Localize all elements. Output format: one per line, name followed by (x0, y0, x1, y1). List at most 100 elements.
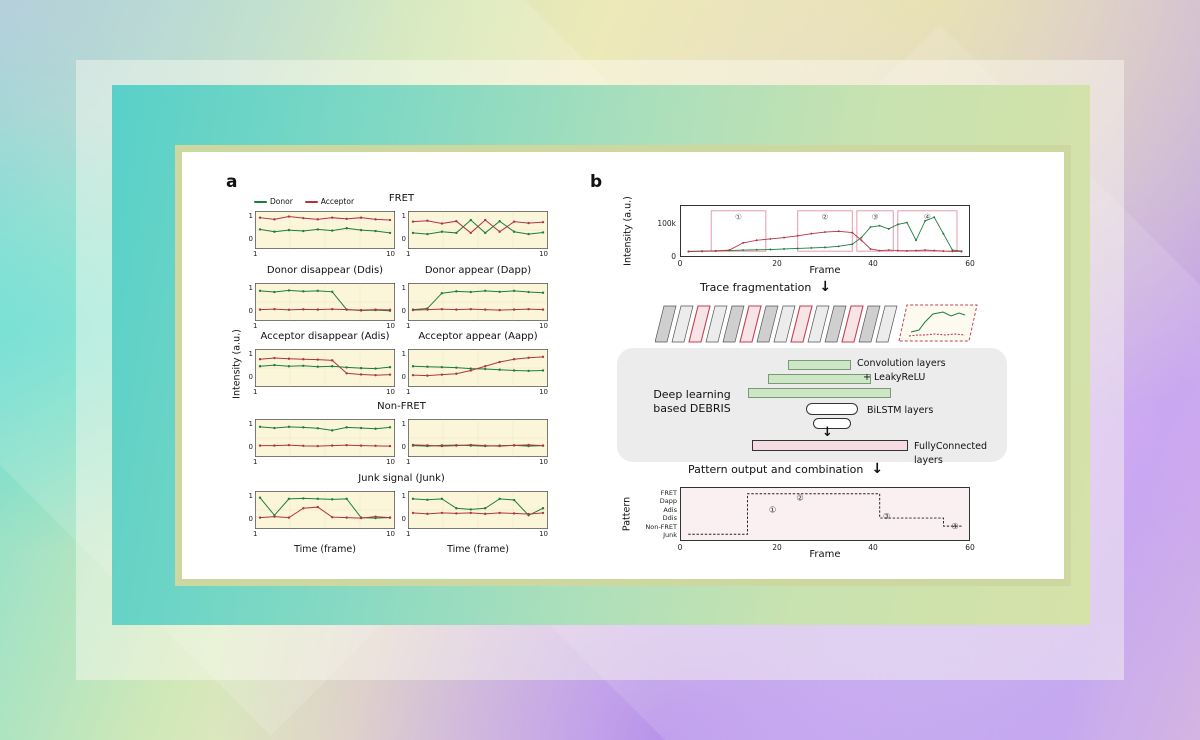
panel-b: b Intensity (a.u.) 100k 0 ① ② ③ ④ 0 20 40 6… (582, 152, 1078, 593)
deep-learning-box: Deep learning based DEBRIS Convolution l… (617, 348, 1007, 466)
trace-x-axis-label: Frame (809, 265, 841, 276)
x-tick-label: 1 (253, 322, 258, 330)
y-tick-label: 0 (401, 373, 406, 381)
x-tick-label: 1 (253, 388, 258, 396)
y-tick-label: 1 (401, 492, 406, 500)
mini-chart-fret_right (408, 211, 548, 249)
convolution-layers-label: Convolution layers + LeakyReLU (857, 357, 946, 385)
b-pattern-svg: ① ② ③ ④ (680, 487, 970, 541)
trace-fragmentation-label: Trace fragmentation (700, 280, 812, 294)
x-tick-label: 1 (253, 458, 258, 466)
dl-label-line1: Deep learning (653, 388, 731, 401)
pattern-category-label: FRET (660, 489, 677, 497)
y-tick-label: 1 (401, 284, 406, 292)
pattern-step-trace (688, 493, 962, 535)
y-tick-label: 0 (248, 307, 253, 315)
x-tick-label: 1 (406, 322, 411, 330)
acceptor-trace (259, 308, 391, 311)
y-tick-label: 0 (248, 235, 253, 243)
panel-a-row-title: Acceptor appear (Aapp) (418, 331, 538, 342)
x-tick-label: 1 (253, 530, 258, 538)
y-tick-label: 1 (248, 492, 253, 500)
y-tick-label: 1 (248, 212, 253, 220)
x-tick-label: 1 (406, 530, 411, 538)
y-tick-label: 0 (401, 515, 406, 523)
pattern-output-label: Pattern output and combination (688, 462, 864, 476)
panel-a-row-title: Acceptor disappear (Adis) (260, 331, 390, 342)
pattern-marker: ① (769, 505, 776, 515)
down-arrow-icon: ↓ (819, 279, 832, 295)
pattern-marker: ④ (951, 521, 958, 531)
legend-item-donor: Donor (254, 197, 293, 206)
y-tick-label: 0 (401, 235, 406, 243)
mini-chart-fret_left (255, 211, 395, 249)
y-tick-label: 1 (401, 350, 406, 358)
x-tick-label: 10 (386, 250, 395, 258)
trace-x-tick: 40 (868, 259, 878, 268)
fully-connected-layers-label: FullyConnected layers (914, 441, 988, 466)
panel-a-y-axis-label: Intensity (a.u.) (231, 329, 243, 399)
trace-y-tick-0: 0 (671, 252, 676, 261)
donor-trace (412, 290, 544, 311)
trace-x-tick: 0 (677, 259, 683, 268)
panel-a-legend: Donor Acceptor (254, 197, 354, 206)
y-tick-label: 1 (401, 420, 406, 428)
panel-a-row-title: Non-FRET (377, 401, 426, 412)
trace-fragmentation-step: Trace fragmentation ↓ (700, 280, 831, 294)
panel-a-row-title: Donor appear (Dapp) (424, 265, 532, 276)
y-tick-label: 0 (248, 373, 253, 381)
mini-chart-aapp (408, 349, 548, 387)
pattern-category-label: Ddis (662, 514, 677, 522)
x-tick-label: 1 (253, 250, 258, 258)
panel-a: a Donor Acceptor FRET 1 0 1 10 1 0 1 10 Donor dis… (182, 152, 582, 593)
bilstm-layers-label: BiLSTM layers (867, 405, 934, 416)
y-tick-label: 0 (248, 515, 253, 523)
bilstm-layer-pill (806, 403, 858, 415)
figure: a Donor Acceptor FRET 1 0 1 10 1 0 1 10 Donor dis… (182, 152, 1064, 579)
donor-line-swatch (254, 200, 267, 203)
panel-a-grid: FRET 1 0 1 10 1 0 1 10 Donor disappear (Ddis) Dono… (182, 152, 582, 593)
mini-chart-junk_left (255, 491, 395, 529)
pattern-category-label: Non-FRET (645, 523, 677, 531)
acceptor-trace (260, 444, 391, 447)
mini-chart-junk_right (408, 491, 548, 529)
trace-y-tick-100k: 100k (657, 219, 676, 228)
pattern-marker: ② (796, 493, 803, 503)
acceptor-trace (259, 216, 391, 221)
pattern-output-step: Pattern output and combination ↓ (688, 462, 883, 476)
pattern-y-axis-label: Pattern (621, 496, 633, 532)
bilstm-layer-pill (813, 418, 851, 429)
legend-label-donor: Donor (270, 197, 293, 206)
dl-label-line2: based DEBRIS (653, 402, 731, 416)
acceptor-trace (259, 357, 391, 376)
pattern-x-tick: 40 (868, 543, 878, 552)
mini-chart-nonfret_right (408, 419, 548, 457)
pattern-x-tick: 0 (677, 543, 683, 552)
x-tick-label: 1 (406, 458, 411, 466)
mini-chart-adis (255, 349, 395, 387)
pattern-x-tick: 60 (965, 543, 975, 552)
donor-trace (259, 426, 391, 431)
x-tick-label: 10 (386, 388, 395, 396)
trace-x-tick: 60 (965, 259, 975, 268)
mini-chart-ddis (255, 283, 395, 321)
x-tick-label: 10 (539, 250, 548, 258)
convolution-layer-bar (788, 360, 851, 370)
x-tick-label: 10 (539, 458, 548, 466)
fragment-strip-svg (655, 304, 978, 343)
fully-connected-bar (752, 440, 908, 451)
acceptor-trace (412, 444, 544, 447)
acceptor-line-swatch (304, 200, 318, 203)
acceptor-trace (412, 512, 544, 515)
svg-text:③: ③ (872, 212, 879, 221)
panel-a-row-title: Junk signal (Junk) (358, 473, 445, 484)
y-tick-label: 0 (248, 443, 253, 451)
convolution-layer-bar (748, 388, 891, 398)
pattern-x-tick: 20 (772, 543, 782, 552)
x-tick-label: 10 (386, 322, 395, 330)
convolution-layer-bar (768, 374, 871, 384)
trace-x-tick: 20 (772, 259, 782, 268)
x-tick-label: 1 (406, 388, 411, 396)
trace-y-axis-label: Intensity (a.u.) (622, 196, 634, 266)
panel-a-x-axis-label-right: Time (frame) (447, 544, 509, 555)
